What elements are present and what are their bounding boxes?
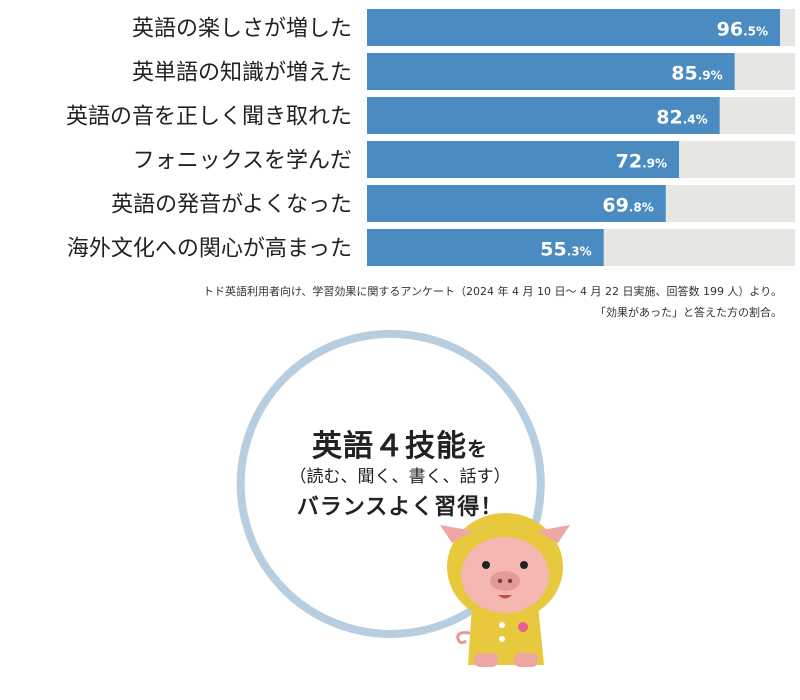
promo-title: 英語４技能を (270, 421, 530, 465)
pig-mascot-icon (440, 513, 570, 667)
bar-chart: 英語の楽しさが増した 96.5% 英単語の知識が増えた 85.9% 英語の音を正しく聞き… (66, 9, 795, 266)
promo-subtitle: （読む、聞く、書く、話す） (289, 467, 511, 487)
value-label: 69.8% (602, 195, 653, 217)
bar (367, 185, 666, 222)
promo-title-particle: を (467, 437, 488, 461)
bar (367, 9, 781, 46)
value-label: 55.3% (540, 239, 591, 261)
value-label: 72.9% (616, 151, 667, 173)
category-label: 英語の発音がよくなった (111, 193, 352, 218)
bar (367, 141, 680, 178)
bar (367, 229, 604, 266)
survey-definition-note: 「効果があった」と答えた方の割合。 (595, 306, 782, 319)
category-label: 英語の音を正しく聞き取れた (66, 105, 352, 130)
promo-title-main: 英語４技能 (312, 429, 467, 464)
value-label: 96.5% (717, 19, 768, 41)
value-label: 85.9% (671, 63, 722, 85)
category-label: 海外文化への関心が高まった (67, 237, 352, 262)
category-label: 英語の楽しさが増した (132, 17, 352, 42)
category-label: 英単語の知識が増えた (132, 61, 352, 86)
promo-tagline: バランスよく習得！ (296, 495, 504, 520)
bar (367, 53, 735, 90)
category-label: フォニックスを学んだ (133, 149, 352, 174)
value-label: 82.4% (656, 107, 707, 129)
survey-source-note: トド英語利用者向け、学習効果に関するアンケート（2024 年 4 月 10 日〜… (202, 285, 782, 298)
bar (367, 97, 720, 134)
